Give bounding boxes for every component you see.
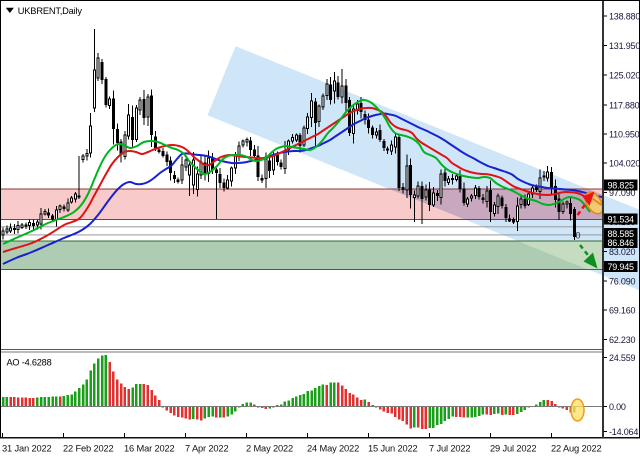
svg-text:79.945: 79.945 — [608, 262, 635, 272]
svg-text:117.880: 117.880 — [609, 100, 640, 110]
svg-text:62.230: 62.230 — [609, 335, 636, 345]
svg-text:16 Mar 2022: 16 Mar 2022 — [124, 444, 175, 454]
svg-text:7 Apr 2022: 7 Apr 2022 — [185, 444, 228, 454]
svg-text:83.020: 83.020 — [609, 247, 636, 257]
svg-text:110.950: 110.950 — [609, 129, 640, 139]
svg-text:138.880: 138.880 — [609, 11, 640, 21]
svg-text:24.559: 24.559 — [609, 353, 636, 363]
svg-text:104.020: 104.020 — [609, 158, 640, 168]
svg-text:2 May 2022: 2 May 2022 — [246, 444, 293, 454]
svg-text:76.090: 76.090 — [609, 276, 636, 286]
svg-text:125.020: 125.020 — [609, 70, 640, 80]
svg-text:-14.064: -14.064 — [609, 427, 638, 437]
svg-text:22 Feb 2022: 22 Feb 2022 — [63, 444, 114, 454]
svg-text:69.160: 69.160 — [609, 305, 636, 315]
svg-text:15 Jun 2022: 15 Jun 2022 — [368, 444, 418, 454]
svg-text:131.950: 131.950 — [609, 41, 640, 51]
svg-text:0: 0 — [576, 231, 581, 241]
svg-text:98.825: 98.825 — [608, 181, 635, 191]
svg-text:29 Jul 2022: 29 Jul 2022 — [490, 444, 536, 454]
svg-text:AO -4.6288: AO -4.6288 — [7, 358, 52, 368]
svg-text:31 Jan 2022: 31 Jan 2022 — [2, 444, 52, 454]
svg-text:86.846: 86.846 — [608, 238, 635, 248]
svg-text:22 Aug 2022: 22 Aug 2022 — [551, 444, 602, 454]
svg-text:0.00: 0.00 — [609, 402, 626, 412]
svg-text:24 May 2022: 24 May 2022 — [307, 444, 359, 454]
svg-text:91.534: 91.534 — [608, 215, 635, 225]
svg-text:UKBRENT,Daily: UKBRENT,Daily — [18, 6, 83, 16]
svg-text:7 Jul 2022: 7 Jul 2022 — [429, 444, 470, 454]
